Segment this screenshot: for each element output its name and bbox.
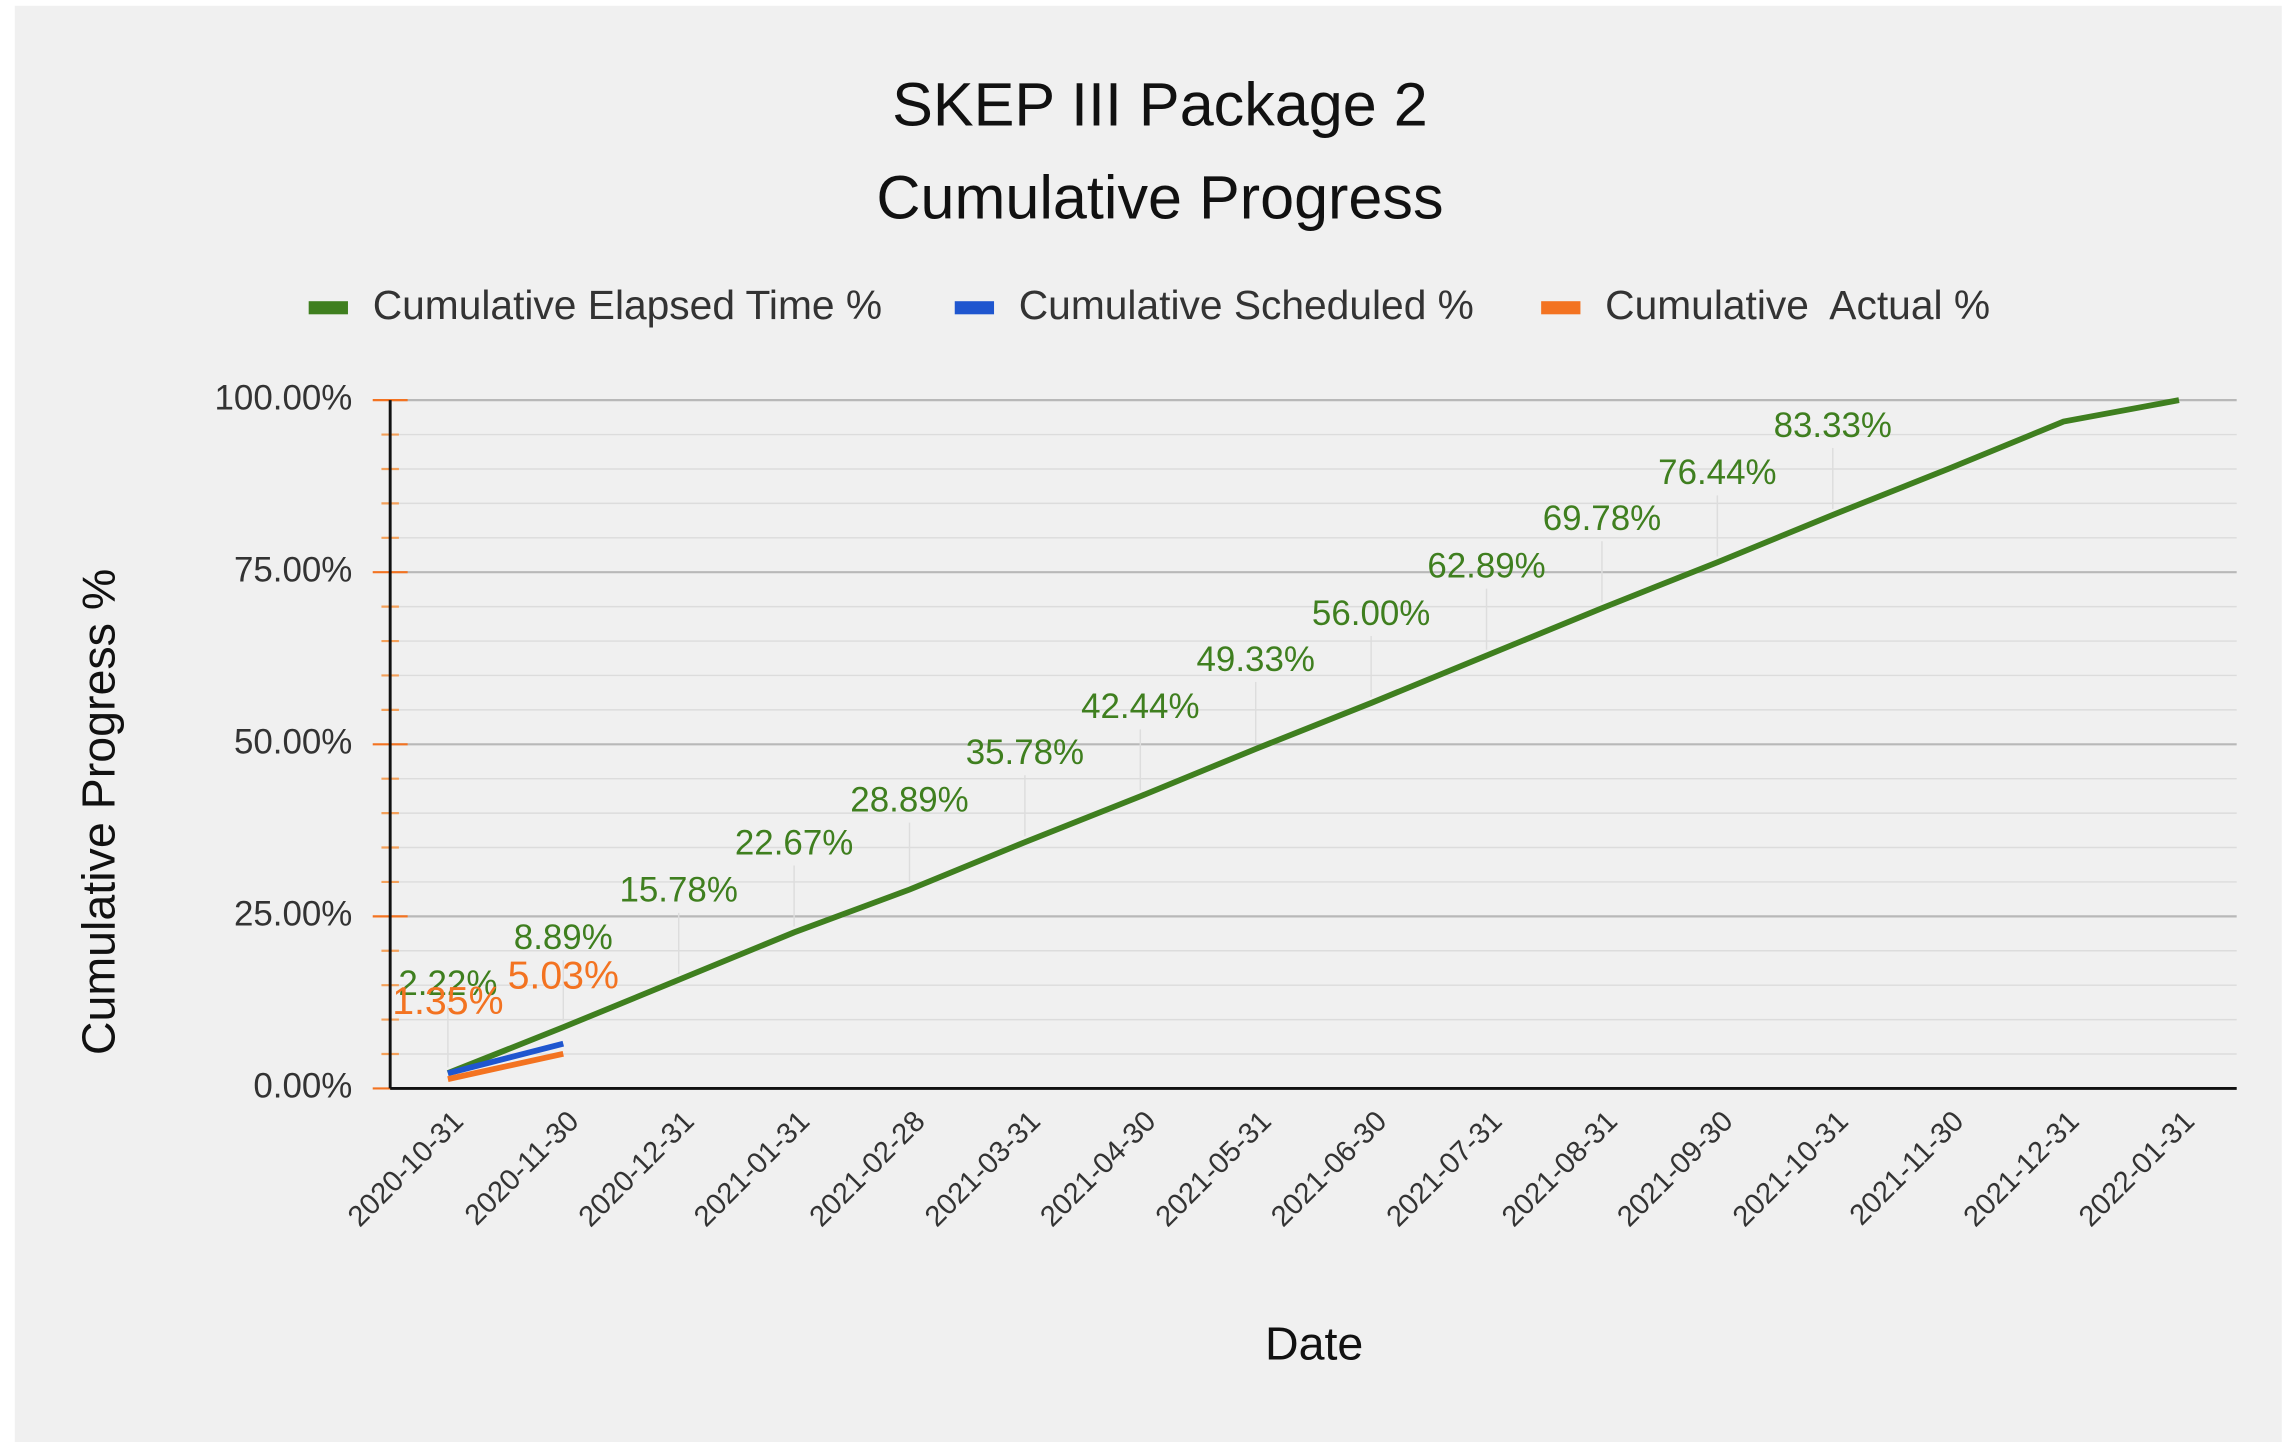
data-label: 8.89% <box>514 918 613 957</box>
series-line <box>447 1050 564 1082</box>
legend-label: Cumulative Elapsed Time % <box>373 282 882 328</box>
y-tick-label: 75.00% <box>234 550 352 589</box>
series-line <box>446 397 2180 1076</box>
legend-label: Cumulative Scheduled % <box>1019 282 1474 328</box>
data-label: 49.33% <box>1197 640 1315 679</box>
data-label: 2.22% <box>398 964 497 1003</box>
data-label: 1.35% <box>392 979 503 1023</box>
chart-title: SKEP III Package 2 <box>892 70 1428 138</box>
y-tick-label: 25.00% <box>234 895 352 934</box>
data-label: 15.78% <box>619 871 737 910</box>
series-line <box>447 1040 565 1077</box>
data-label: 62.89% <box>1427 546 1545 585</box>
y-axis-label: Cumulative Progress % <box>72 569 124 1055</box>
legend-swatch <box>1541 301 1581 315</box>
chart-subtitle: Cumulative Progress <box>876 163 1443 231</box>
y-tick-label: 100.00% <box>215 378 353 417</box>
data-label: 42.44% <box>1081 687 1199 726</box>
data-label: 28.89% <box>850 780 968 819</box>
y-tick-label: 50.00% <box>234 723 352 762</box>
chart-background <box>14 5 2282 1442</box>
data-label: 35.78% <box>966 733 1084 772</box>
y-tick-label: 0.00% <box>253 1067 352 1106</box>
legend-label: Cumulative Actual % <box>1605 282 1990 328</box>
data-label: 76.44% <box>1658 453 1776 492</box>
data-label: 83.33% <box>1774 406 1892 445</box>
legend-swatch <box>954 301 995 315</box>
legend-swatch <box>308 301 348 315</box>
data-label: 69.78% <box>1543 499 1661 538</box>
data-label: 5.03% <box>508 954 619 998</box>
x-axis-label: Date <box>1265 1318 1363 1370</box>
data-label: 56.00% <box>1312 594 1430 633</box>
data-label: 22.67% <box>735 823 853 862</box>
